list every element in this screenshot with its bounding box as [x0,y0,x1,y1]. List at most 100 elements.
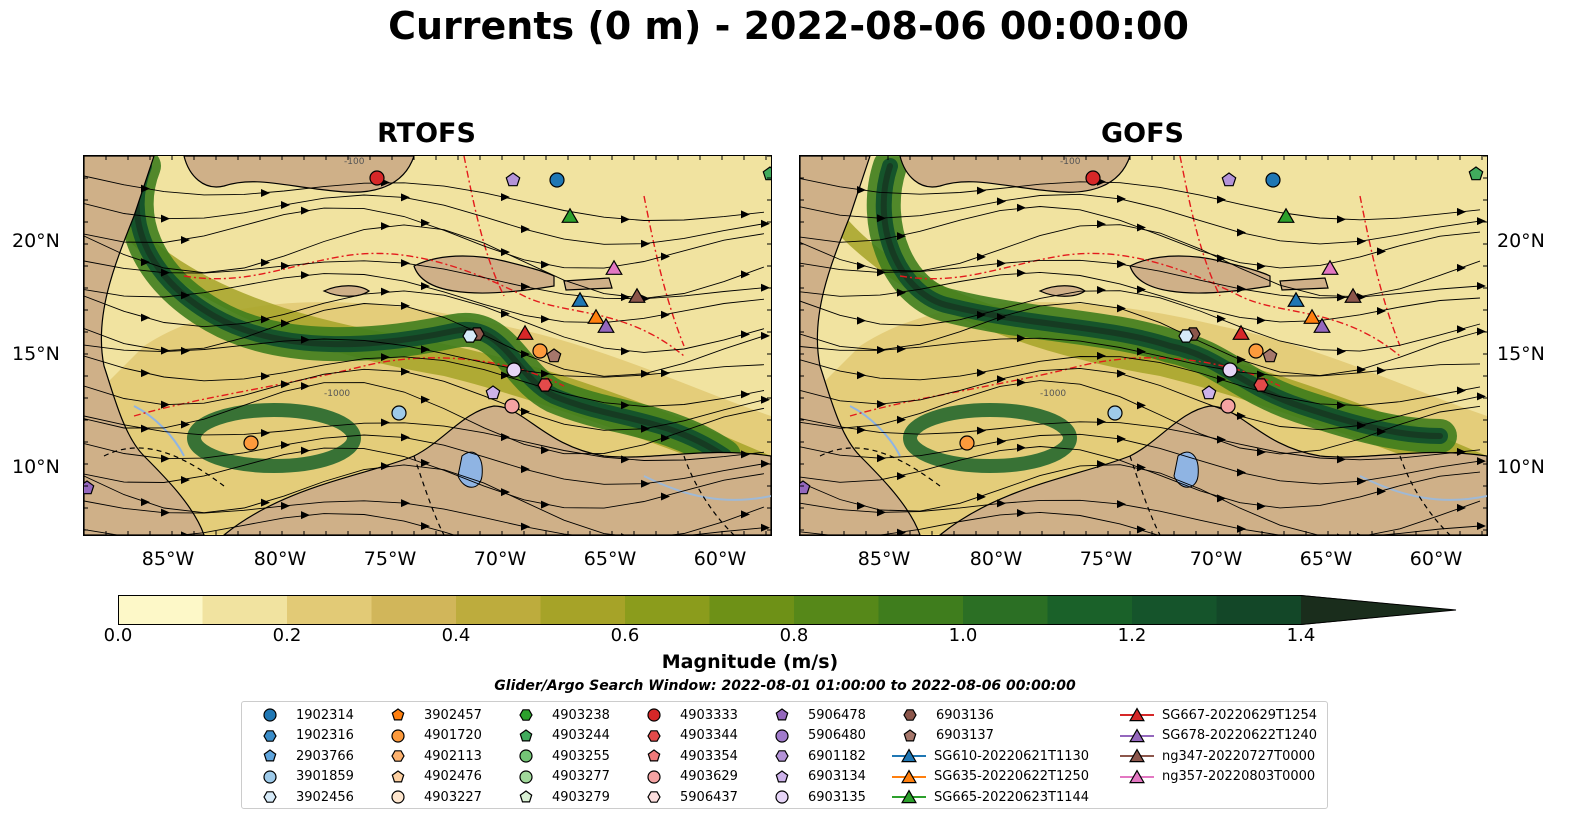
legend-marker-icon [391,790,405,804]
lon-tick-label: 85°W [857,548,911,570]
float-marker [587,308,605,324]
float-marker [1468,166,1484,181]
legend-item: SG665-20220623T1144 [892,787,1089,807]
legend-item: 6903136 [892,705,994,725]
legend-marker-icon [775,750,789,762]
float-marker [628,287,646,303]
legend-label: 4901720 [424,728,482,743]
float-marker [605,259,623,275]
legend-item: 6903135 [764,787,866,807]
legend-marker-icon [775,708,789,721]
legend-marker-icon [647,708,661,722]
legend-marker-icon [391,708,405,721]
legend-marker-icon [263,769,277,784]
float-marker [537,378,553,392]
float-marker [506,362,522,378]
lat-tick-label: 10°N [12,456,60,478]
float-marker [516,324,534,340]
legend-label: SG665-20220623T1144 [934,789,1090,805]
legend-marker-icon [519,749,533,763]
legend-marker-icon [263,791,277,803]
legend-label: 5906437 [680,789,738,805]
legend-label: 4903227 [424,789,482,805]
legend-item: 3901859 [252,767,354,787]
legend-marker-icon [519,709,533,721]
legend-item: 2903766 [252,746,354,766]
colorbar-tick-label: 0.8 [779,625,809,646]
lat-tick-label: 15°N [12,343,60,365]
legend-item: 6901182 [764,746,866,766]
contour-label: -100 [1060,157,1081,167]
lon-tick-label: 60°W [693,548,747,570]
legend-label: 3902457 [424,707,482,723]
legend-item: 4903244 [508,726,610,746]
legend-marker-icon [519,749,533,763]
float-marker [1303,308,1321,324]
map-panel-rtofs[interactable]: -100 -1000 [83,155,772,536]
float-marker [549,172,565,188]
legend-label: 5906478 [808,707,866,723]
colorbar-tick-label: 0.0 [103,625,133,646]
float-marker [1085,170,1101,186]
lon-tick-label: 75°W [363,548,417,570]
legend-marker-icon [775,790,789,804]
lon-tick-label: 65°W [1299,548,1353,570]
legend-marker-icon [775,728,789,743]
colorbar-segment [625,595,710,625]
legend-label: SG635-20220622T1250 [934,769,1090,784]
legend-item: 4902476 [380,767,482,787]
legend-marker-icon [263,729,277,742]
legend-item: 3902457 [380,705,482,725]
panel-title-rtofs: RTOFS [377,118,476,149]
legend-marker-icon [647,749,661,762]
float-marker [462,329,478,343]
colorbar-segment [456,595,541,625]
float-marker [1287,291,1305,307]
colorbar-segment [1216,595,1302,625]
legend-marker-icon [1120,768,1154,783]
legend-item: 5906478 [764,705,866,725]
float-marker [546,348,562,363]
legend-marker-icon [903,728,917,741]
legend-marker-icon [903,728,917,741]
legend-marker-icon [391,708,405,721]
colorbar-segment [794,595,879,625]
legend-marker-icon [1120,707,1154,722]
legend-label: 4903629 [680,769,738,784]
legend-marker-icon [519,728,533,741]
legend-marker-icon [775,769,789,782]
legend-item: 5906480 [764,726,866,746]
float-marker [1178,329,1194,343]
float-marker [1321,259,1339,275]
legend-marker-icon [647,729,661,742]
legend-item: 4901720 [380,726,482,746]
colorbar-tick-label: 1.4 [1286,625,1316,646]
legend-marker-icon [519,728,533,741]
float-marker [84,480,95,495]
float-marker [561,207,579,223]
colorbar-tick-label: 0.6 [610,625,640,646]
legend-label: 4903255 [552,748,610,764]
lat-tick-label: 20°N [12,230,60,252]
legend-item: 4903279 [508,787,610,807]
float-marker [504,398,520,414]
colorbar-segment [540,595,626,625]
legend-label: 4902113 [424,748,482,764]
float-marker [243,435,259,451]
float-marker [369,170,385,186]
float-marker [485,385,501,400]
legend-marker-icon [391,769,405,782]
colorbar-segment [963,595,1048,625]
legend-item: 4903227 [380,787,482,807]
float-marker [1221,172,1237,187]
legend-marker-icon [519,790,533,803]
float-marker [1253,378,1269,392]
legend-item: 4903354 [636,746,738,766]
legend-marker-icon [519,769,533,784]
legend-item: 4902113 [380,746,482,766]
legend-item: 6903134 [764,767,866,787]
map-panel-gofs[interactable]: -100 -1000 [799,155,1488,536]
legend-marker-icon [391,750,405,762]
legend-label: 4903238 [552,707,610,723]
legend-marker-icon [391,790,405,804]
